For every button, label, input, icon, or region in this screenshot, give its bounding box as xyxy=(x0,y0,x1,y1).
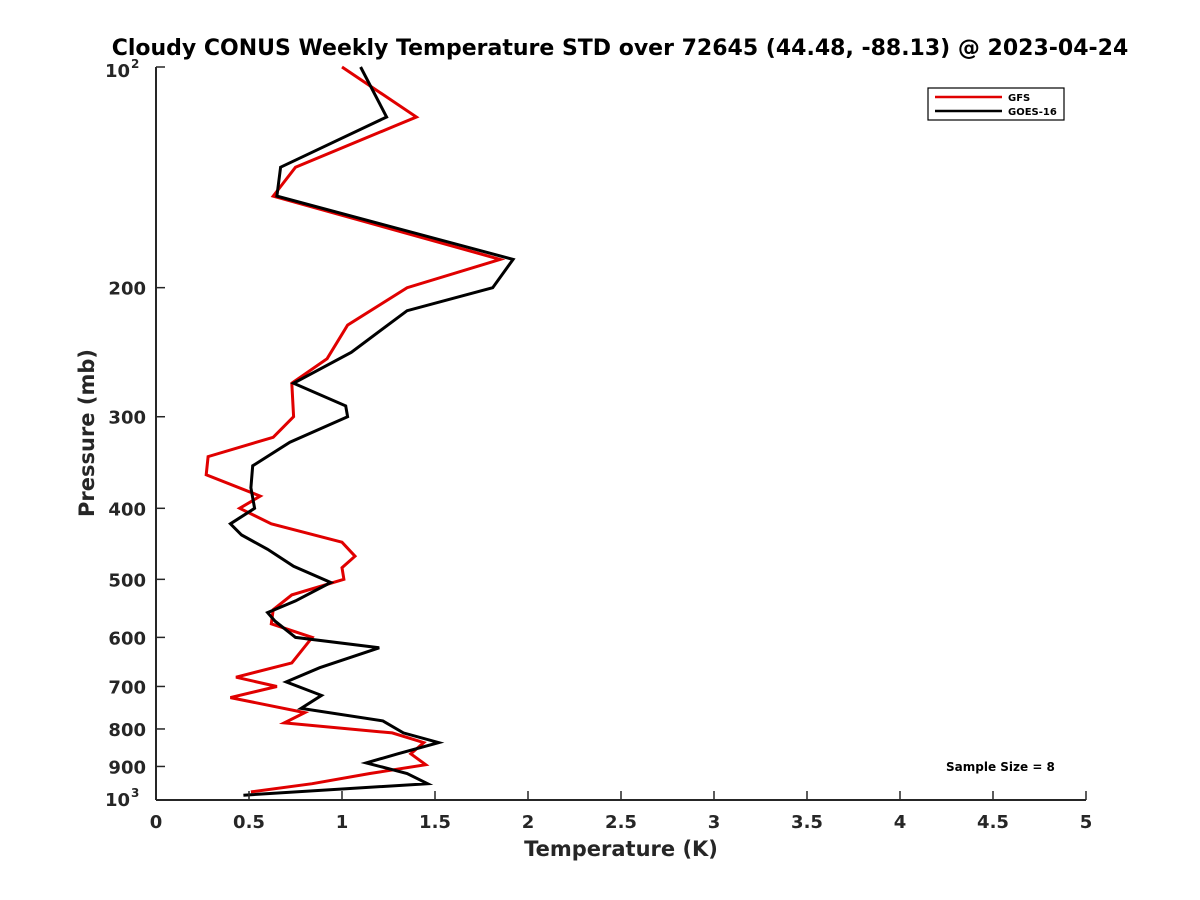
series-line-gfs xyxy=(204,65,506,794)
legend-label-goes16: GOES-16 xyxy=(1008,107,1057,118)
y-tick-label: 700 xyxy=(108,677,146,698)
x-tick-label: 1 xyxy=(336,812,349,833)
x-tick-label: 3 xyxy=(708,812,721,833)
y-tick-label: 10 xyxy=(105,61,130,82)
y-tick-exponent: 3 xyxy=(131,786,139,800)
legend-box xyxy=(927,87,1065,121)
x-tick-label: 3.5 xyxy=(791,812,823,833)
x-tick-label: 5 xyxy=(1080,812,1093,833)
x-tick-label: 4 xyxy=(894,812,907,833)
x-tick-label: 0.5 xyxy=(233,812,265,833)
x-axis-ticks: 0 0.5 1 1.5 2 2.5 3 3.5 4 4.5 5 xyxy=(150,791,1093,833)
series-layer xyxy=(204,65,516,797)
series-line-goes16 xyxy=(228,66,516,797)
y-tick-label: 300 xyxy=(108,408,146,429)
y-tick-label: 200 xyxy=(108,279,146,300)
chart-title: Cloudy CONUS Weekly Temperature STD over… xyxy=(112,36,1129,61)
y-axis-label: Pressure (mb) xyxy=(75,349,99,517)
x-tick-label: 0 xyxy=(150,812,163,833)
sample-size-annotation: Sample Size = 8 xyxy=(946,760,1055,774)
y-tick-label: 500 xyxy=(108,570,146,591)
x-tick-label: 2 xyxy=(522,812,535,833)
legend-label-gfs: GFS xyxy=(1008,93,1030,104)
x-tick-label: 4.5 xyxy=(977,812,1009,833)
y-tick-label: 10 xyxy=(105,790,130,811)
x-tick-label: 1.5 xyxy=(419,812,451,833)
legend: GFS GOES-16 xyxy=(927,87,1065,121)
y-tick-exponent: 2 xyxy=(131,57,139,71)
x-axis-label: Temperature (K) xyxy=(524,837,718,861)
y-tick-label: 600 xyxy=(108,628,146,649)
y-tick-label: 900 xyxy=(108,757,146,778)
y-tick-label: 800 xyxy=(108,720,146,741)
y-tick-label: 400 xyxy=(108,499,146,520)
x-tick-label: 2.5 xyxy=(605,812,637,833)
